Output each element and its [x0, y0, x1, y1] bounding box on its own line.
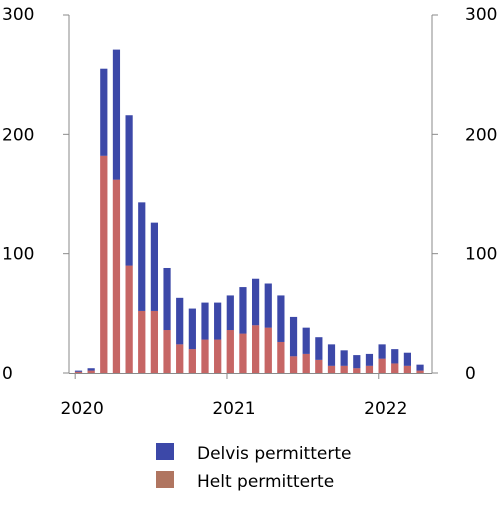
- bar-delvis-2020-08: [163, 267, 171, 331]
- bar-delvis-2021-08: [315, 337, 323, 360]
- bar-delvis-2020-03: [100, 68, 108, 156]
- bar-helt-shade-2020-01: [74, 371, 83, 373]
- tick-labels: 0 0 100 100 200 200 300 300 2020 2021 2022: [2, 5, 497, 419]
- bar-helt-shade-2021-11: [353, 368, 361, 373]
- bar-delvis-2020-01: [74, 370, 83, 372]
- bar-delvis-2021-12: [365, 353, 374, 366]
- bar-delvis-2021-02: [239, 287, 247, 334]
- bar-delvis-2022-01: [378, 344, 386, 359]
- bar-delvis-2020-10: [188, 308, 196, 350]
- y-tick-label-left-200: 200: [2, 125, 34, 145]
- y-tick-label-right-100: 100: [465, 245, 497, 265]
- legend-swatch-delvis: [156, 443, 174, 460]
- y-tick-label-right-300: 300: [465, 5, 497, 25]
- bar-helt-shade-2022-01: [378, 358, 386, 373]
- bar-delvis-2020-07: [150, 222, 158, 311]
- y-tick-label-right-200: 200: [465, 125, 497, 145]
- tick-marks: [63, 14, 438, 379]
- y-tick-label-left-0: 0: [2, 364, 13, 384]
- bar-helt-shade-2020-03: [100, 155, 108, 373]
- bar-delvis-2021-07: [302, 327, 310, 354]
- bar-helt-shade-2020-02: [87, 370, 95, 373]
- bar-delvis-2022-03: [403, 352, 411, 366]
- legend-swatch-helt: [156, 471, 174, 488]
- bar-helt-shade-2021-08: [315, 359, 323, 373]
- bar-delvis-2020-12: [214, 302, 222, 340]
- bar-helt-shade-2021-04: [264, 327, 272, 373]
- bar-delvis-2022-02: [391, 349, 399, 364]
- bar-delvis-2020-05: [125, 115, 133, 266]
- bar-helt-shade-2021-12: [365, 365, 374, 373]
- legend-label-helt: Helt permitterte: [197, 472, 334, 492]
- bar-delvis-2021-05: [277, 295, 285, 342]
- bar-delvis-2021-11: [353, 355, 361, 369]
- legend: Delvis permitterte Helt permitterte: [156, 443, 351, 492]
- bar-delvis-2021-10: [340, 350, 348, 366]
- bar-helt-shade-2021-03: [252, 325, 260, 373]
- bar-helt-shade-2022-03: [403, 365, 411, 373]
- bar-helt-shade-2021-10: [340, 365, 348, 373]
- bar-delvis-2020-04: [112, 49, 121, 180]
- bar-delvis-2020-11: [201, 302, 209, 340]
- y-tick-label-left-300: 300: [2, 5, 34, 25]
- bar-delvis-2020-02: [87, 368, 95, 371]
- bar-helt-shade-2021-05: [277, 341, 285, 373]
- bar-helt-shade-2020-05: [125, 265, 133, 373]
- y-tick-label-left-100: 100: [2, 245, 34, 265]
- bar-helt-shade-2022-02: [391, 363, 399, 373]
- bar-helt-shade-2022-04: [416, 370, 424, 373]
- legend-label-delvis: Delvis permitterte: [197, 444, 351, 464]
- bar-helt-shade-2020-07: [150, 310, 158, 373]
- x-tick-label-2022: 2022: [364, 399, 407, 419]
- bar-helt-shade-2020-10: [188, 349, 196, 373]
- bar-helt-shade-2020-08: [163, 330, 171, 373]
- bar-helt-shade-2021-06: [289, 356, 298, 373]
- bar-delvis-2021-04: [264, 283, 272, 328]
- bar-helt-shade-2020-04: [112, 179, 121, 373]
- bar-delvis-2022-04: [416, 364, 424, 371]
- bar-helt-shade-2021-02: [239, 333, 247, 373]
- bar-helt-shade-2021-01: [226, 330, 234, 373]
- bar-helt-shade-2020-11: [201, 339, 209, 373]
- bar-helt-shade-2021-07: [302, 353, 310, 373]
- y-tick-label-right-0: 0: [465, 364, 476, 384]
- bar-helt-shade-2020-12: [214, 339, 222, 373]
- bar-delvis-2021-09: [327, 344, 336, 366]
- bar-helt-shade-2021-09: [327, 365, 336, 373]
- bar-delvis-2020-06: [138, 202, 146, 311]
- bar-helt-shade-2020-06: [138, 310, 146, 373]
- bar-delvis-2021-06: [289, 316, 298, 357]
- x-tick-label-2021: 2021: [212, 399, 255, 419]
- bar-delvis-2020-09: [176, 297, 184, 345]
- bar-helt-shade-2020-09: [176, 344, 184, 373]
- bar-delvis-2021-03: [252, 278, 260, 326]
- x-tick-label-2020: 2020: [61, 399, 104, 419]
- bar-delvis-2021-01: [226, 295, 234, 331]
- bars: [74, 49, 424, 373]
